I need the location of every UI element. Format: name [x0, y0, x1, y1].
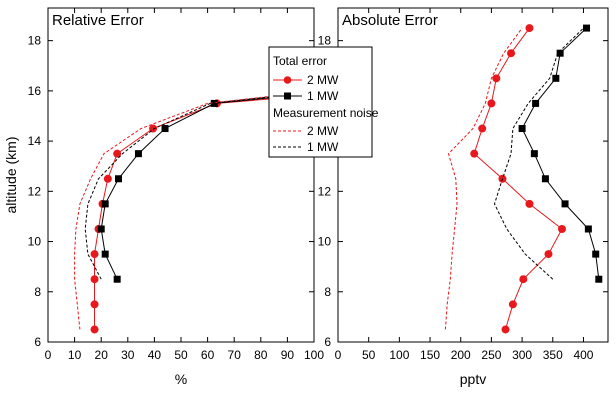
relative-error-panel: 0 10 20 30 40 50 60 70 80 90 100 6 8 10 12 14 16 18 Relat…	[28, 7, 324, 387]
y-tick-label: 8	[324, 285, 331, 299]
total-error-2-mw-line	[94, 97, 277, 330]
total-error-2-mw-point	[544, 250, 553, 259]
total-error-2-mw-point	[501, 325, 510, 334]
legend-total-error-title: Total error	[273, 54, 327, 68]
measurement-noise-1-mw-line	[84, 91, 314, 280]
total-error-1-mw-point	[530, 150, 538, 158]
legend: Total error 2 MW 1 MW Measurement noise …	[268, 46, 379, 158]
absolute-error-x-axis-label: pptv	[460, 371, 486, 387]
x-tick-label: 20	[95, 348, 109, 362]
x-tick-label: 150	[420, 348, 440, 362]
y-tick-label: 12	[28, 184, 42, 198]
total-error-2-mw-point	[557, 224, 566, 233]
x-tick-label: 50	[174, 348, 188, 362]
legend-1mw-total-label: 1 MW	[307, 89, 339, 103]
relative-error-title: Relative Error	[52, 12, 144, 29]
legend-2mw-total-marker	[283, 76, 292, 84]
total-error-2-mw-point	[90, 325, 99, 334]
legend-1mw-noise-label: 1 MW	[307, 140, 339, 154]
y-tick-label: 10	[28, 235, 42, 249]
total-error-1-mw-point	[541, 175, 549, 183]
y-tick-label: 10	[318, 235, 332, 249]
total-error-1-mw-point	[584, 225, 592, 233]
altitude-axis-label: altitude (km)	[3, 136, 19, 213]
total-error-2-mw-point	[90, 250, 99, 259]
total-error-2-mw-point	[507, 49, 516, 58]
legend-1mw-total-marker	[284, 92, 291, 100]
relative-error-series	[74, 89, 314, 334]
measurement-noise-2-mw-line	[74, 95, 275, 330]
x-tick-label: 50	[362, 348, 376, 362]
total-error-1-mw-point	[592, 250, 600, 258]
x-tick-label: 300	[512, 348, 532, 362]
y-tick-label: 12	[318, 184, 332, 198]
x-tick-label: 70	[228, 348, 242, 362]
x-tick-label: 10	[68, 348, 82, 362]
total-error-2-mw-point	[508, 300, 517, 309]
total-error-1-mw-point	[101, 200, 109, 208]
measurement-noise-1-mw-line	[493, 27, 584, 280]
x-tick-label: 200	[451, 348, 471, 362]
y-tick-label: 6	[324, 335, 331, 349]
total-error-2-mw-point	[519, 275, 528, 284]
x-tick-label: 30	[121, 348, 135, 362]
total-error-2-mw-point	[478, 124, 487, 133]
relative-error-ticks: 0 10 20 30 40 50 60 70 80 90 100 6 8 10 12 14 16 18	[28, 8, 324, 362]
total-error-1-mw-point	[532, 99, 540, 107]
total-error-2-mw-point	[470, 149, 479, 158]
x-tick-label: 80	[254, 348, 268, 362]
total-error-2-mw-point	[525, 24, 534, 33]
total-error-2-mw-point	[90, 275, 99, 284]
total-error-1-mw-point	[556, 49, 564, 57]
y-tick-label: 14	[28, 134, 42, 148]
legend-2mw-total-label: 2 MW	[307, 73, 339, 87]
total-error-1-mw-point	[518, 125, 526, 133]
total-error-1-mw-point	[552, 74, 560, 82]
total-error-1-mw-point	[97, 225, 105, 233]
y-tick-label: 6	[34, 335, 41, 349]
total-error-1-mw-point	[134, 150, 142, 158]
x-tick-label: 100	[389, 348, 409, 362]
x-tick-label: 0	[45, 348, 52, 362]
y-tick-label: 18	[318, 34, 332, 48]
y-tick-label: 18	[28, 34, 42, 48]
relative-error-x-axis-label: %	[175, 371, 187, 387]
legend-2mw-noise-label: 2 MW	[307, 124, 339, 138]
total-error-1-mw-point	[101, 250, 109, 258]
x-tick-label: 60	[201, 348, 215, 362]
x-tick-label: 250	[481, 348, 501, 362]
x-tick-label: 0	[335, 348, 342, 362]
total-error-1-mw-point	[595, 275, 603, 283]
absolute-error-title: Absolute Error	[342, 12, 438, 29]
y-tick-label: 16	[28, 84, 42, 98]
x-tick-label: 350	[543, 348, 563, 362]
total-error-1-mw-point	[161, 125, 169, 133]
x-tick-label: 40	[148, 348, 162, 362]
total-error-1-mw-point	[114, 175, 122, 183]
total-error-1-mw-point	[561, 200, 569, 208]
x-tick-label: 100	[304, 348, 324, 362]
x-tick-label: 400	[573, 348, 593, 362]
legend-box	[268, 46, 373, 158]
total-error-2-mw-point	[487, 99, 496, 108]
absolute-error-series	[444, 24, 603, 334]
y-tick-label: 8	[34, 285, 41, 299]
measurement-noise-2-mw-line	[444, 27, 523, 330]
total-error-2-mw-point	[113, 149, 122, 158]
total-error-2-mw-point	[103, 174, 112, 183]
total-error-1-mw-point	[113, 275, 121, 283]
absolute-error-plot-frame	[337, 7, 609, 343]
total-error-2-mw-point	[90, 300, 99, 309]
x-tick-label: 90	[281, 348, 295, 362]
legend-measurement-noise-title: Measurement noise	[273, 106, 379, 120]
total-error-1-mw-point	[583, 24, 591, 32]
total-error-2-mw-point	[492, 74, 501, 83]
total-error-2-mw-point	[525, 199, 534, 208]
